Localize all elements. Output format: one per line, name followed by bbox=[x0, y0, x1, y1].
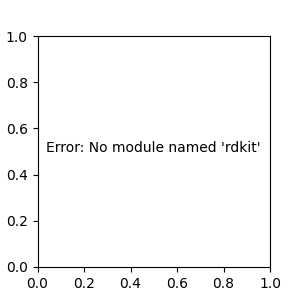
Text: Error: No module named 'rdkit': Error: No module named 'rdkit' bbox=[46, 140, 261, 154]
